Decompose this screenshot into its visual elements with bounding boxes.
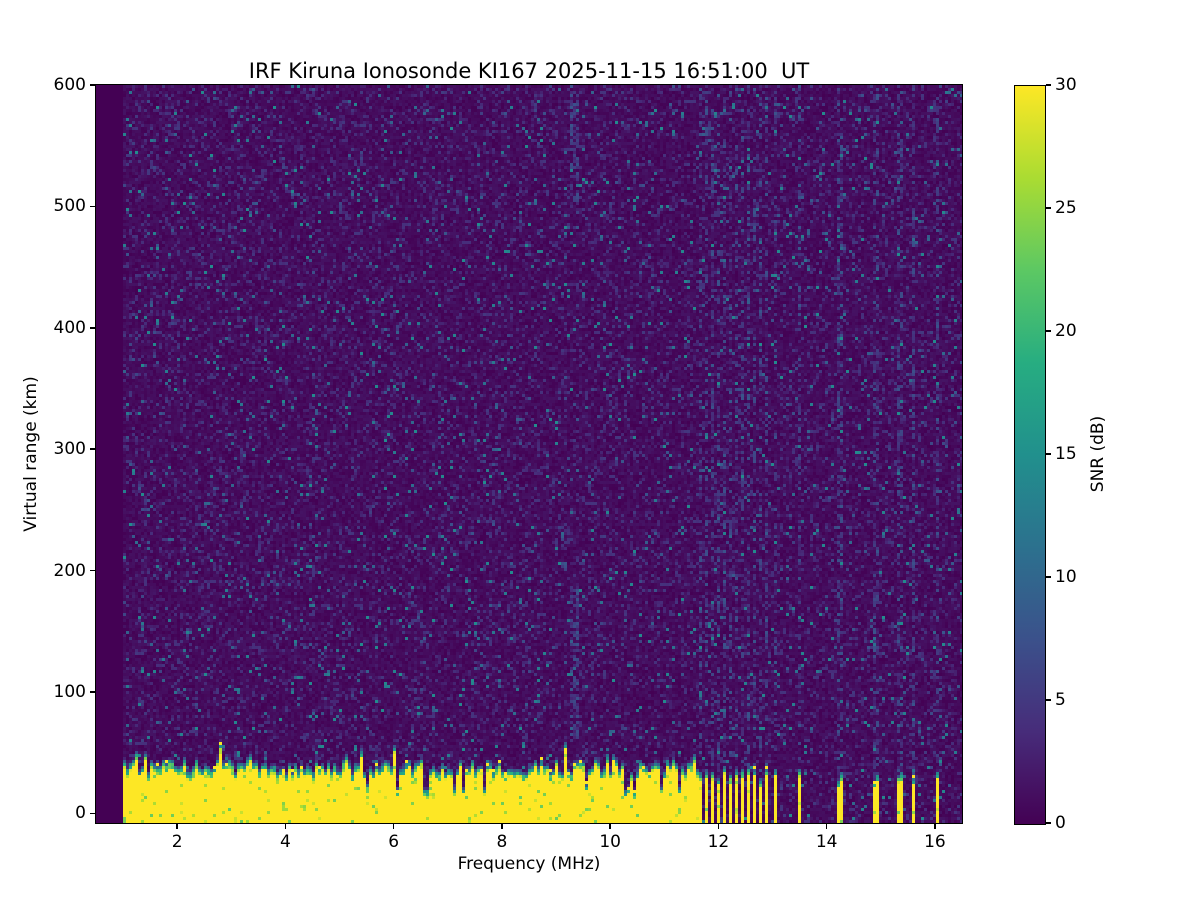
chart-title: IRF Kiruna Ionosonde KI167 2025-11-15 16… (248, 59, 810, 83)
x-tick-mark (392, 824, 395, 829)
y-tick-mark (90, 327, 95, 329)
x-tick-label: 8 (496, 832, 508, 852)
colorbar-tick-mark (1046, 84, 1051, 86)
y-tick-mark (90, 84, 95, 86)
x-tick-label: 6 (388, 832, 400, 852)
colorbar-tick-mark (1046, 699, 1051, 701)
x-tick-label: 2 (171, 832, 183, 852)
x-tick-label: 14 (815, 832, 838, 852)
y-tick-label: 200 (53, 560, 86, 581)
y-tick-label: 600 (53, 75, 86, 95)
x-tick-mark (825, 824, 828, 829)
colorbar-label: SNR (dB) (1088, 415, 1108, 493)
colorbar-tick-label: 10 (1055, 567, 1077, 587)
colorbar-tick-label: 20 (1055, 321, 1077, 341)
y-tick-label: 400 (53, 317, 86, 338)
x-tick-mark (934, 824, 936, 829)
y-tick-label: 100 (53, 681, 86, 702)
x-tick-mark (609, 824, 611, 829)
x-tick-label: 4 (280, 832, 291, 852)
x-tick-mark (284, 824, 287, 829)
y-tick-label: 300 (53, 439, 86, 460)
y-tick-label: 0 (75, 803, 86, 824)
x-tick-label: 10 (599, 832, 622, 852)
y-tick-label: 500 (53, 196, 86, 217)
x-tick-mark (501, 824, 503, 829)
colorbar-tick-mark (1046, 822, 1051, 824)
y-tick-mark (90, 569, 95, 572)
y-tick-mark (90, 448, 95, 450)
heatmap-plot-area (95, 84, 963, 824)
colorbar-tick-mark (1046, 207, 1051, 209)
x-tick-label: 16 (924, 832, 946, 852)
colorbar-tick-mark (1046, 576, 1051, 578)
x-tick-label: 12 (707, 832, 730, 852)
colorbar-tick-label: 0 (1055, 813, 1066, 833)
x-tick-mark (717, 824, 720, 829)
x-tick-mark (176, 824, 178, 829)
x-axis-label: Frequency (MHz) (457, 854, 601, 874)
colorbar-tick-label: 5 (1055, 690, 1066, 710)
y-tick-mark (90, 812, 95, 815)
colorbar-tick-label: 15 (1055, 444, 1077, 464)
colorbar (1014, 85, 1046, 825)
heatmap-canvas (96, 85, 962, 823)
colorbar-tick-label: 25 (1055, 198, 1077, 218)
colorbar-tick-label: 30 (1055, 75, 1077, 95)
colorbar-tick-mark (1046, 330, 1051, 332)
y-tick-mark (90, 205, 95, 208)
y-tick-mark (90, 691, 95, 693)
colorbar-tick-mark (1046, 453, 1051, 455)
